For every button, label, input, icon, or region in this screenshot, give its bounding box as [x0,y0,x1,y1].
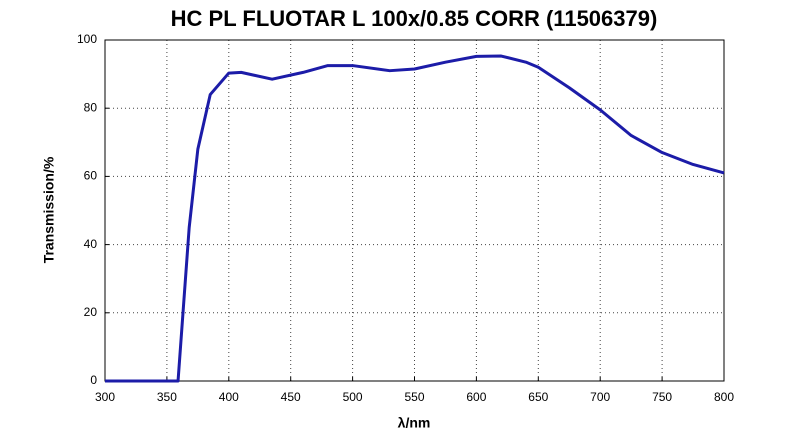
x-tick-label: 700 [590,390,610,404]
data-line [105,54,725,383]
plot-frame [104,39,725,382]
y-tick-label: 100 [77,32,97,46]
x-tick-label: 550 [404,390,424,404]
x-tick-label: 500 [343,390,363,404]
y-tick-label: 40 [84,237,98,251]
x-tick-label: 450 [281,390,301,404]
y-tick-label: 0 [90,373,97,387]
x-tick-label: 750 [652,390,672,404]
y-tick-label: 80 [84,100,98,114]
x-tick-label: 350 [157,390,177,404]
x-tick-label: 300 [95,390,115,404]
x-axis-label: λ/nm [398,415,431,431]
x-tick-label: 400 [219,390,239,404]
x-tick-label: 800 [714,390,734,404]
y-tick-label: 60 [84,169,98,183]
x-tick-label: 650 [528,390,548,404]
chart-title: HC PL FLUOTAR L 100x/0.85 CORR (11506379… [171,6,658,31]
y-tick-label: 20 [84,305,98,319]
y-axis-label: Transmission/% [41,156,57,263]
x-tick-label: 600 [466,390,486,404]
